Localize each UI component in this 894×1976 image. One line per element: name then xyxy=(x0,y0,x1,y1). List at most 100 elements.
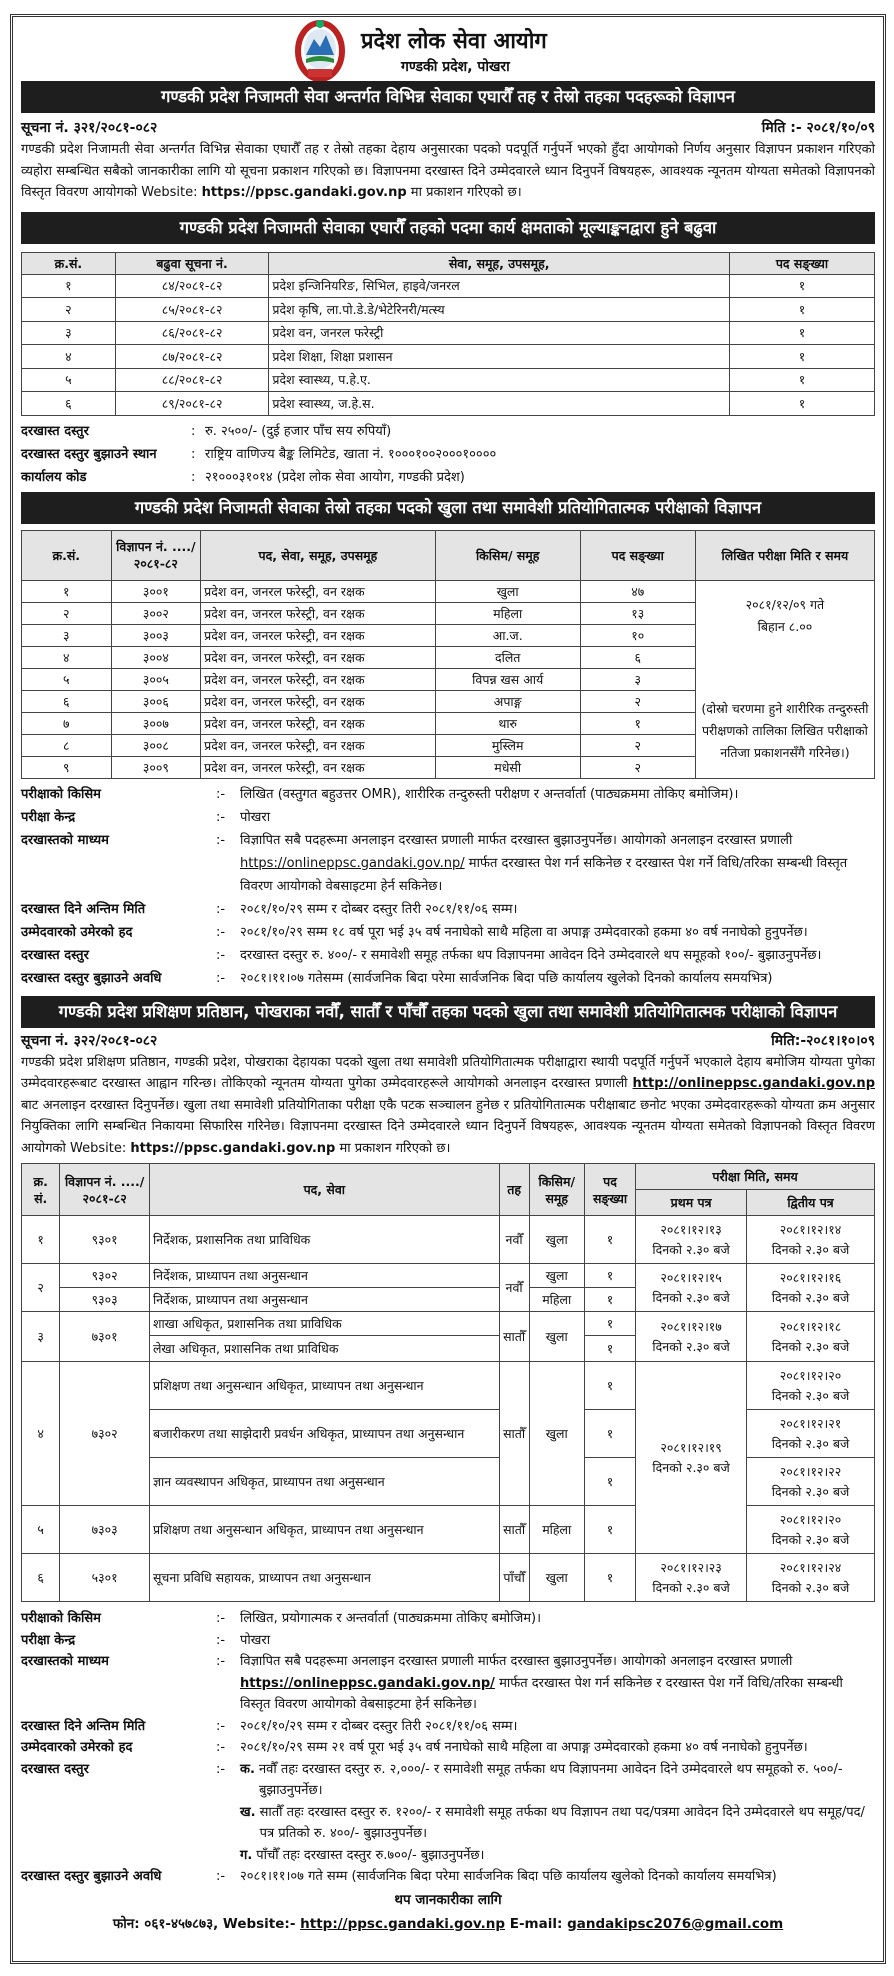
col-ad-no: विज्ञापन नं. ..../२०८१-८२ xyxy=(59,1163,150,1216)
table-row: २ ८५/२०८१-८२ प्रदेश कृषि, ला.पो.डे.डे/भेटे… xyxy=(21,297,876,322)
date: २०८१।१२।२३ xyxy=(660,1559,722,1575)
info-label: परीक्षाको किसिम xyxy=(21,786,101,802)
info-label: परीक्षाको किसिम xyxy=(21,1611,101,1626)
cell: प्रदेश वन, जनरल फरेस्ट्री, वन रक्षक xyxy=(200,689,436,713)
info-value: दरखास्त दस्तुर रु. ४००/- र समावेशी समूह … xyxy=(240,947,822,963)
date: २०८१।१२।१४ xyxy=(779,1221,842,1237)
info-label: दरखास्त दस्तुर xyxy=(21,1761,89,1777)
colon: :- xyxy=(216,970,226,986)
table-row: ९ ३००९ प्रदेश वन, जनरल फरेस्ट्री, वन रक्षक… xyxy=(21,755,875,779)
online-link[interactable]: https://onlineppsc.gandaki.gov.np/ xyxy=(240,1675,495,1691)
section4-banner: गण्डकी प्रदेश प्रशिक्षण प्रतिष्ठान, पोखर… xyxy=(21,995,875,1028)
cell: १ xyxy=(21,579,112,603)
online-link[interactable]: https://onlineppsc.gandaki.gov.np/ xyxy=(240,855,465,871)
cell: खुला xyxy=(434,579,581,603)
fee-b-label: ख. xyxy=(240,1804,256,1820)
footer-email-link[interactable]: gandakipsc2076@gmail.com xyxy=(567,1915,784,1932)
col-count: पद सङ्ख्या xyxy=(583,1163,637,1216)
exam-schedule-cell: २०८१/१२/०९ गते बिहान ८.०० (दोस्रो चरणमा हु… xyxy=(694,579,876,779)
footer-website-link[interactable]: http://ppsc.gandaki.gov.np xyxy=(300,1915,506,1932)
info-value: २०८१/१०/२९ सम्म २१ वर्ष पूरा भई ३५ वर्ष … xyxy=(240,1740,808,1755)
online-link[interactable]: http://onlineppsc.gandaki.gov.np xyxy=(632,1076,875,1091)
colon: :- xyxy=(216,924,226,940)
website-link-2[interactable]: https://ppsc.gandaki.gov.np xyxy=(130,1140,336,1156)
cell-count: १ xyxy=(583,1361,637,1410)
col-header: विज्ञापन नं. ..../२०८१-८२ xyxy=(110,529,202,581)
time: दिनको २.३० बजे xyxy=(771,1531,850,1547)
cell-post: प्रशिक्षण तथा अनुसन्धान अधिकृत, प्राध्या… xyxy=(148,1361,500,1410)
exam-note: (दोस्रो चरणमा हुने शारीरिक तन्दुरुस्ती प… xyxy=(701,701,869,760)
cell-ad: ९३०२ xyxy=(59,1263,150,1288)
cell: ३००६ xyxy=(110,689,202,713)
cell-paper2: २०८१।१२।२२ दिनको २.३० बजे xyxy=(746,1457,875,1506)
cell-paper2: २०८१।१२।१६ दिनको २.३० बजे xyxy=(746,1263,875,1312)
table-row: १ ९३०१ निर्देशक, प्रशासनिक तथा प्राविधिक नव… xyxy=(20,1215,875,1264)
cell: ८५/२०८१-८२ xyxy=(114,297,270,322)
info-value: २१०००३१०१४ (प्रदेश लोक सेवा आयोग, गण्डकी… xyxy=(205,469,465,485)
table-row: ३ ८६/२०८१-८२ प्रदेश वन, जनरल फरेस्ट्री १ xyxy=(21,320,876,345)
cell-level: सातौँ xyxy=(498,1311,530,1362)
cell: ३००९ xyxy=(110,755,202,779)
promotion-table: क्र.सं. बढुवा सूचना नं. सेवा, समूह, उपसमूह… xyxy=(21,251,876,416)
cell-post: निर्देशक, प्राध्यापन तथा अनुसन्धान xyxy=(148,1263,500,1288)
footer: थप जानकारीका लागि फोन: ०६१-४५७८७३, Websi… xyxy=(21,1888,875,1936)
info-value: २०८१/१०/२९ सम्म १८ वर्ष पूरा भई ३५ वर्ष … xyxy=(240,924,808,940)
info-label: परीक्षा केन्द्र xyxy=(21,809,76,825)
cell-count: १ xyxy=(583,1311,637,1336)
col-header: क्र.सं. xyxy=(21,251,116,275)
cell: ५ xyxy=(21,367,116,392)
cell-type: खुला xyxy=(528,1553,585,1602)
text: विज्ञापित सबै पदहरूमा अनलाइन दरखास्त प्र… xyxy=(240,1654,793,1669)
notice-date: मिति :- २०८१/१०/०९ xyxy=(761,120,875,136)
cell-count: १ xyxy=(583,1215,637,1264)
time: दिनको २.३० बजे xyxy=(652,1289,730,1305)
fee-a: नवौँ तहः दरखास्त दस्तुर रु. २,०००/- र सम… xyxy=(258,1761,843,1799)
cell: ४ xyxy=(21,645,112,669)
colon: :- xyxy=(216,809,226,825)
info-value: पोखरा xyxy=(240,1632,271,1648)
para-text: गण्डकी प्रदेश निजामती सेवा अन्तर्गत विभि… xyxy=(21,142,875,200)
cell: ७ xyxy=(21,711,112,735)
website-link[interactable]: https://ppsc.gandaki.gov.np xyxy=(201,185,407,200)
exam-info: परीक्षाको किसिम:- लिखित (वस्तुगत बहुउत्तर… xyxy=(21,783,875,990)
text: मार्फत दरखास्त पेश गर्न सकिनेछ र दरखास्त… xyxy=(240,855,848,894)
cell: ३००७ xyxy=(110,711,202,735)
info-label: उम्मेदवारको उमेरको हद xyxy=(21,1740,133,1755)
col-header: पद सङ्ख्या xyxy=(579,529,696,581)
notice-page: प्रदेश लोक सेवा आयोग गण्डकी प्रदेश, पोखर… xyxy=(10,14,886,1964)
table-row: ९३०३ निर्देशक, प्राध्यापन तथा अनुसन्धान मह… xyxy=(22,1287,875,1312)
colon: :- xyxy=(216,901,226,917)
cell: महिला xyxy=(434,601,581,625)
cell-count: १ xyxy=(583,1457,637,1506)
footer-phone: फोन: ०६१-४५७८७३, Website:- xyxy=(112,1915,296,1932)
cell: विपन्न खस आर्य xyxy=(434,667,581,691)
date: २०८१।१२।२१ xyxy=(779,1415,842,1431)
cell: १ xyxy=(728,391,876,416)
section1-banner: गण्डकी प्रदेश निजामती सेवा अन्तर्गत विभि… xyxy=(21,81,875,113)
cell-count: १ xyxy=(583,1335,637,1362)
cell-paper1: २०८१।१२।१५ दिनको २.३० बजे xyxy=(635,1263,748,1312)
table-row: बजारीकरण तथा साझेदारी प्रवर्धन अधिकृत, प… xyxy=(22,1409,875,1458)
notice-number-2: सूचना नं. ३२२/२०८१-०८२ xyxy=(21,1032,158,1049)
table-row: ज्ञान व्यवस्थापन अधिकृत, प्राध्यापन तथा … xyxy=(22,1457,875,1506)
info-value: पोखरा xyxy=(240,809,271,825)
cell: २ xyxy=(579,755,696,779)
info-label: कार्यालय कोड xyxy=(21,469,87,485)
table-row: ३ ७३०१ शाखा अधिकृत, प्रशासनिक तथा प्राविधि… xyxy=(20,1311,875,1362)
time: दिनको २.३० बजे xyxy=(771,1483,850,1499)
info-label: दरखास्त दस्तुर xyxy=(21,947,89,963)
date: २०८१।१२।१६ xyxy=(779,1269,842,1285)
cell: १० xyxy=(579,623,696,647)
col-post: पद, सेवा xyxy=(148,1163,500,1216)
cell: ३ xyxy=(21,623,112,647)
time: दिनको २.३० बजे xyxy=(771,1289,850,1305)
para-text: गण्डकी प्रदेश प्रशिक्षण प्रतिष्ठान, गण्ड… xyxy=(21,1054,875,1092)
notice-date-2: मिति:-२०८१।१०।०९ xyxy=(771,1032,875,1049)
cell: १ xyxy=(728,273,876,298)
table-row: ६ ८९/२०८१-८२ प्रदेश स्वास्थ्य, ज.हे.स. १ xyxy=(21,391,876,416)
cell: आ.ज. xyxy=(434,623,581,647)
cell-level: सातौँ xyxy=(498,1505,530,1554)
cell-paper2: २०८१।१२।२४ दिनको २.३० बजे xyxy=(746,1553,875,1602)
cell-level: सातौँ xyxy=(498,1361,530,1506)
col-paper2: द्वितीय पत्र xyxy=(746,1189,875,1216)
